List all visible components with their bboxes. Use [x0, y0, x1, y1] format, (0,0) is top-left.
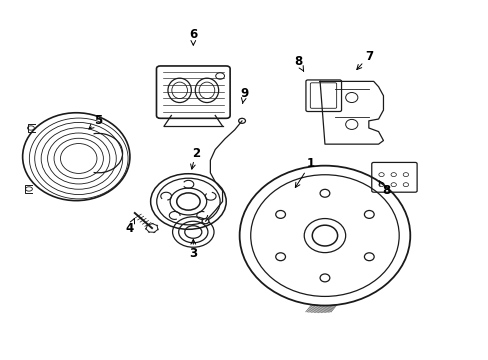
Text: 8: 8: [293, 55, 303, 71]
Ellipse shape: [238, 118, 245, 123]
Text: 6: 6: [189, 28, 197, 45]
Text: 5: 5: [89, 114, 102, 129]
Text: 8: 8: [378, 181, 389, 197]
Text: 7: 7: [356, 50, 372, 69]
Text: 4: 4: [125, 219, 134, 235]
Text: 2: 2: [190, 147, 200, 169]
Ellipse shape: [202, 219, 208, 224]
Text: 9: 9: [240, 87, 248, 103]
Text: 3: 3: [189, 239, 197, 260]
Text: 1: 1: [295, 157, 314, 188]
